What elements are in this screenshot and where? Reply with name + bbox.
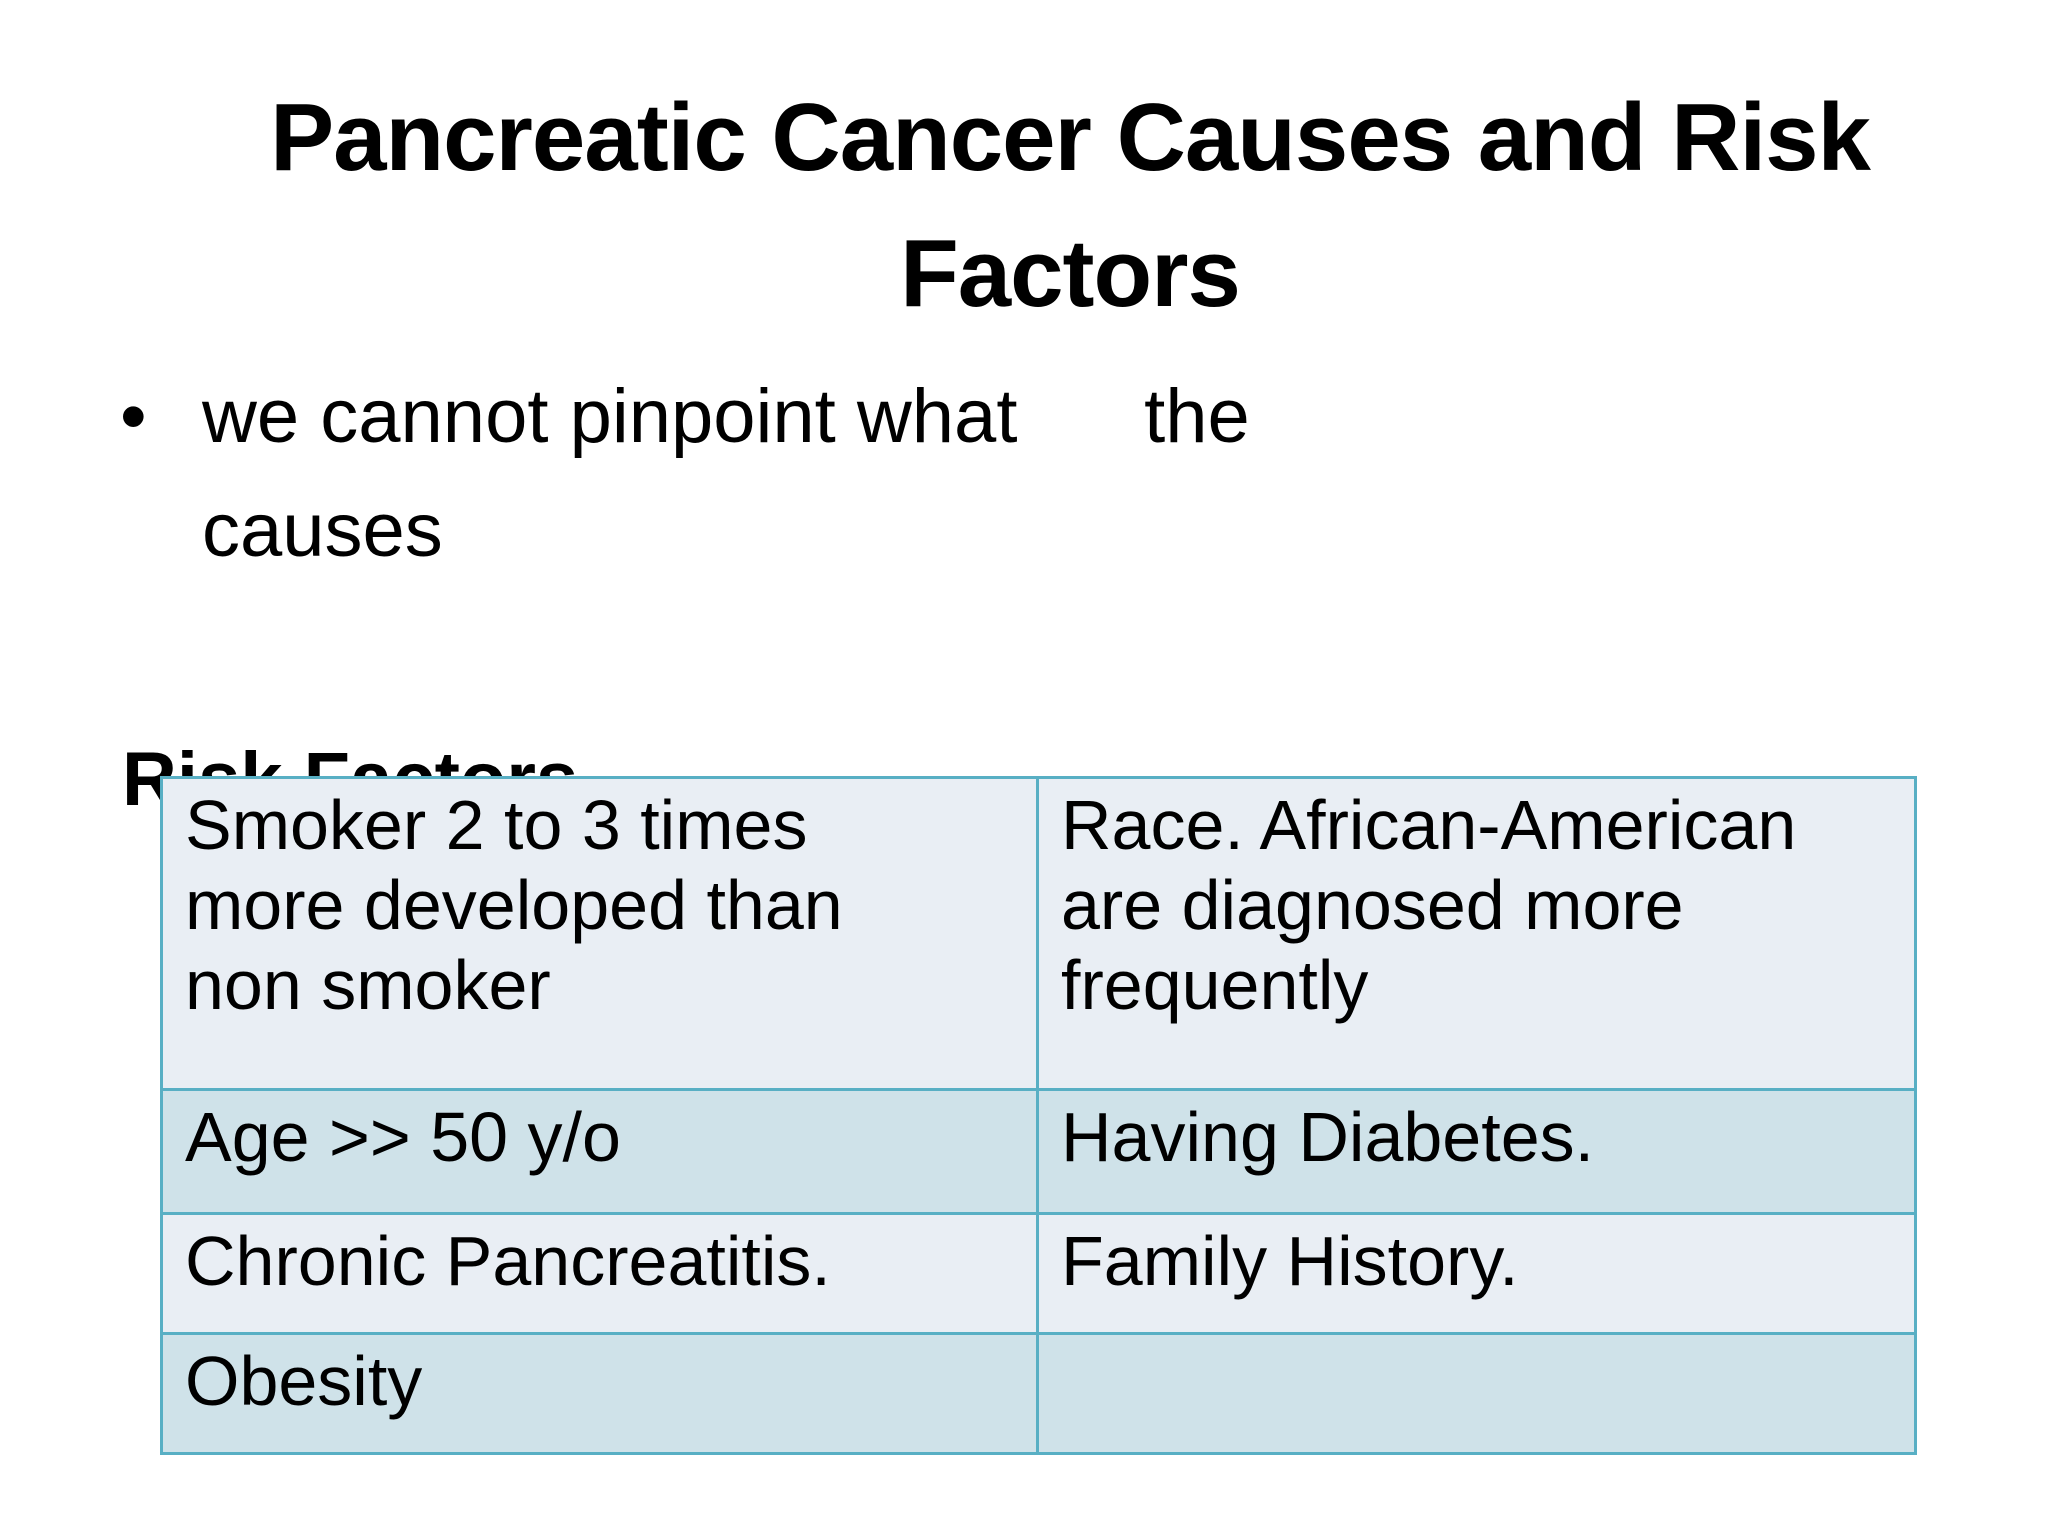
cell-text: Having Diabetes.	[1061, 1098, 1595, 1176]
bullet-list: • we cannot pinpoint what the causes	[120, 360, 1420, 588]
slide-title: Pancreatic Cancer Causes and Risk Factor…	[270, 84, 1871, 327]
bullet-item: • we cannot pinpoint what the causes	[120, 360, 1420, 588]
table-cell: Obesity	[160, 1332, 1039, 1455]
bullet-text-line-2: causes	[202, 488, 443, 573]
table-cell: Family History.	[1036, 1212, 1917, 1335]
table-row: Smoker 2 to 3 times more developed than …	[160, 776, 1917, 1091]
table-cell: Age >> 50 y/o	[160, 1088, 1039, 1215]
table-cell: Smoker 2 to 3 times more developed than …	[160, 776, 1039, 1091]
cell-text: Smoker 2 to 3 times more developed than …	[185, 786, 843, 1024]
table-row: Obesity	[160, 1332, 1917, 1455]
cell-text: Chronic Pancreatitis.	[185, 1222, 831, 1300]
table-cell: Chronic Pancreatitis.	[160, 1212, 1039, 1335]
table-cell: Having Diabetes.	[1036, 1088, 1917, 1215]
bullet-dot-icon: •	[120, 374, 147, 459]
risk-factors-table: Smoker 2 to 3 times more developed than …	[160, 776, 1917, 1455]
table-row: Age >> 50 y/o Having Diabetes.	[160, 1088, 1917, 1215]
cell-text: Race. African-American are diagnosed mor…	[1061, 786, 1797, 1024]
cell-text: Family History.	[1061, 1222, 1519, 1300]
cell-text: Age >> 50 y/o	[185, 1098, 621, 1176]
table-cell: Race. African-American are diagnosed mor…	[1036, 776, 1917, 1091]
table-cell	[1036, 1332, 1917, 1455]
bullet-text-line-1: we cannot pinpoint what the	[202, 374, 1250, 459]
cell-text: Obesity	[185, 1342, 423, 1420]
table-row: Chronic Pancreatitis. Family History.	[160, 1212, 1917, 1335]
